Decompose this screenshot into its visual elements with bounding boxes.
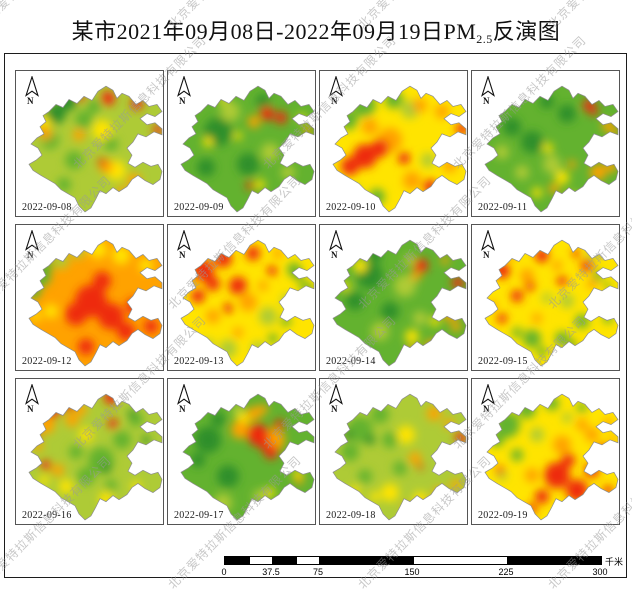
panel-date-label: 2022-09-17 xyxy=(174,510,224,521)
panel-date-label: 2022-09-10 xyxy=(326,202,376,213)
scalebar-segment xyxy=(413,557,507,564)
north-label: N xyxy=(27,404,34,414)
map-panel-grid: N 2022-09-08 N 2022-09-09 xyxy=(15,70,620,525)
title-suffix: 反演图 xyxy=(492,19,561,44)
north-arrow-icon xyxy=(25,76,39,97)
pm25-heatmap xyxy=(484,239,619,367)
scalebar-tick: 225 xyxy=(498,567,514,577)
map-panel-2022-09-09: N 2022-09-09 xyxy=(167,70,316,217)
pm25-heatmap xyxy=(28,393,163,521)
scalebar-segment xyxy=(319,557,413,564)
north-arrow-icon xyxy=(481,230,495,251)
north-label: N xyxy=(27,96,34,106)
pm25-heatmap xyxy=(332,393,467,521)
north-arrow-icon xyxy=(329,76,343,97)
map-panel-2022-09-12: N 2022-09-12 xyxy=(15,224,164,371)
panel-date-label: 2022-09-14 xyxy=(326,356,376,367)
scalebar-segment xyxy=(248,557,272,564)
panel-date-label: 2022-09-15 xyxy=(478,356,528,367)
north-arrow-icon xyxy=(329,230,343,251)
scalebar-tick: 75 xyxy=(312,567,324,577)
scalebar-segment xyxy=(507,557,601,564)
north-label: N xyxy=(179,96,186,106)
north-arrow-icon xyxy=(25,230,39,251)
map-panel-2022-09-08: N 2022-09-08 xyxy=(15,70,164,217)
scalebar-tick: 300 xyxy=(592,567,608,577)
map-panel-2022-09-19: N 2022-09-19 xyxy=(471,378,620,525)
scalebar-segment xyxy=(272,557,296,564)
map-panel-2022-09-18: N 2022-09-18 xyxy=(319,378,468,525)
title-prefix: 某市2021年09月08日-2022年09月19日PM xyxy=(71,19,477,44)
north-label: N xyxy=(483,96,490,106)
map-outer-frame xyxy=(4,53,627,578)
north-arrow-icon xyxy=(481,76,495,97)
north-label: N xyxy=(331,250,338,260)
page-title: 某市2021年09月08日-2022年09月19日PM2.5反演图 xyxy=(0,14,632,47)
panel-date-label: 2022-09-16 xyxy=(22,510,72,521)
scalebar-segment xyxy=(295,557,319,564)
map-panel-2022-09-14: N 2022-09-14 xyxy=(319,224,468,371)
panel-date-label: 2022-09-12 xyxy=(22,356,72,367)
north-label: N xyxy=(331,404,338,414)
north-arrow-icon xyxy=(177,230,191,251)
pm25-heatmap xyxy=(28,239,163,367)
pm25-heatmap xyxy=(28,85,163,213)
pm25-heatmap xyxy=(332,239,467,367)
panel-date-label: 2022-09-08 xyxy=(22,202,72,213)
north-arrow-icon xyxy=(481,384,495,405)
panel-date-label: 2022-09-18 xyxy=(326,510,376,521)
scalebar-tick: 37.5 xyxy=(262,567,280,577)
north-label: N xyxy=(331,96,338,106)
panel-date-label: 2022-09-19 xyxy=(478,510,528,521)
north-arrow-icon xyxy=(329,384,343,405)
north-arrow-icon xyxy=(177,76,191,97)
scale-bar: 0 37.5 75 150 225 300 千米 xyxy=(221,556,624,580)
north-arrow-icon xyxy=(177,384,191,405)
scale-bar-segments xyxy=(224,556,602,565)
map-panel-2022-09-17: N 2022-09-17 xyxy=(167,378,316,525)
map-panel-2022-09-10: N 2022-09-10 xyxy=(319,70,468,217)
north-arrow-icon xyxy=(25,384,39,405)
scalebar-segment xyxy=(225,557,249,564)
panel-date-label: 2022-09-13 xyxy=(174,356,224,367)
map-panel-2022-09-16: N 2022-09-16 xyxy=(15,378,164,525)
scalebar-tick: 150 xyxy=(404,567,420,577)
north-label: N xyxy=(483,250,490,260)
map-panel-2022-09-15: N 2022-09-15 xyxy=(471,224,620,371)
pm25-heatmap xyxy=(180,85,315,213)
pm25-heatmap xyxy=(484,393,619,521)
title-subscript: 2.5 xyxy=(476,32,493,46)
north-label: N xyxy=(179,250,186,260)
north-label: N xyxy=(483,404,490,414)
map-panel-2022-09-11: N 2022-09-11 xyxy=(471,70,620,217)
pm25-heatmap xyxy=(332,85,467,213)
scalebar-unit-label: 千米 xyxy=(605,557,624,567)
panel-date-label: 2022-09-09 xyxy=(174,202,224,213)
north-label: N xyxy=(179,404,186,414)
north-label: N xyxy=(27,250,34,260)
scalebar-tick: 0 xyxy=(221,567,227,577)
pm25-heatmap xyxy=(180,393,315,521)
map-panel-2022-09-13: N 2022-09-13 xyxy=(167,224,316,371)
pm25-heatmap xyxy=(180,239,315,367)
panel-date-label: 2022-09-11 xyxy=(478,202,528,213)
pm25-heatmap xyxy=(484,85,619,213)
